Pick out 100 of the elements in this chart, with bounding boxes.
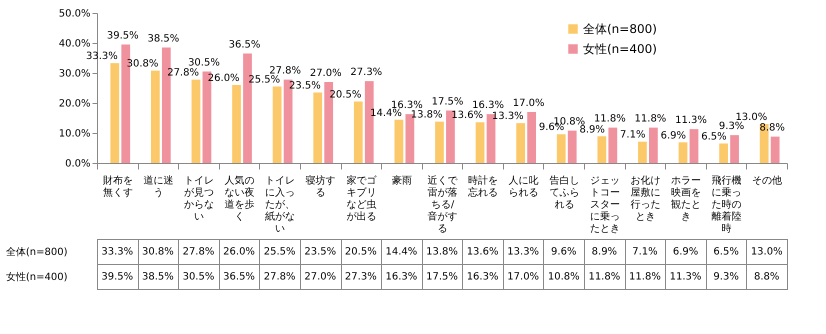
y-tick-label: 0.0% <box>65 158 90 170</box>
bar <box>150 70 160 163</box>
bar <box>272 86 282 163</box>
text: 30.5% <box>188 58 220 68</box>
y-tick-label: 50.0% <box>58 8 90 20</box>
bar <box>516 123 526 163</box>
text: 27.3% <box>350 67 382 78</box>
x-tick-label: 告白してふられる <box>549 174 580 210</box>
data-label: 20.5% <box>344 246 377 258</box>
data-label: 27.0% <box>304 272 336 282</box>
text: 39.5% <box>106 30 139 42</box>
text: 33.3% <box>86 51 118 62</box>
data-label: 33.3% <box>101 246 134 258</box>
text: 11.8% <box>634 114 666 125</box>
data-label: 6.5% <box>713 246 739 258</box>
text: 8.9% <box>579 124 605 136</box>
x-tick-label: トイレに入ったが、紙がない <box>265 176 296 234</box>
bar <box>649 128 658 163</box>
data-label: 39.5% <box>101 272 134 282</box>
text: 6.9% <box>660 130 686 142</box>
text: 13.0% <box>735 112 768 123</box>
data-label: 16.3% <box>386 272 418 282</box>
text: 23.5% <box>288 80 321 92</box>
data-label: 17.5% <box>426 272 458 282</box>
x-tick-label: 財布を無くす <box>102 174 133 198</box>
text: 17.0% <box>512 98 545 109</box>
data-label: 14.4% <box>386 246 418 258</box>
text: 9.6% <box>538 122 564 134</box>
text: 11.8% <box>594 114 626 125</box>
bar <box>690 129 698 163</box>
data-label: 25.5% <box>264 246 296 258</box>
data-label: 9.6% <box>551 246 576 258</box>
text: 13.8% <box>410 110 443 121</box>
x-tick-label: お化け屋敷に行ったとき <box>630 174 660 222</box>
bar <box>770 136 780 163</box>
data-label: 26.0% <box>223 246 255 258</box>
bar <box>608 128 618 163</box>
text: 26.0% <box>208 73 240 84</box>
data-label: 30.5% <box>182 272 214 282</box>
x-tick-label: その他 <box>752 174 782 186</box>
bar <box>354 102 363 163</box>
bar <box>394 120 404 163</box>
x-tick-label: ホラー映画を観たとき <box>671 176 702 222</box>
x-tick-label: 家でゴキブリなど虫が出る <box>346 174 378 222</box>
text: 27.0% <box>310 68 342 79</box>
data-label: 6.9% <box>672 246 698 258</box>
x-tick-label: 豪雨 <box>392 174 412 186</box>
data-label: 13.8% <box>426 246 458 258</box>
text: 27.8% <box>167 68 199 79</box>
text: 13.3% <box>492 111 524 122</box>
data-label: 8.9% <box>592 246 618 258</box>
bar <box>568 130 577 163</box>
data-label: 7.1% <box>632 246 658 258</box>
data-label: 36.5% <box>223 272 255 282</box>
data-label: 23.5% <box>304 246 336 258</box>
x-tick-label: 人に叱られる <box>508 174 539 198</box>
data-label: 13.3% <box>507 246 540 258</box>
data-label: 11.8% <box>588 272 620 282</box>
data-label: 9.3% <box>713 272 739 282</box>
x-tick-label: ジェットコースターに乗ったとき <box>590 176 620 234</box>
data-label: 8.8% <box>754 272 780 282</box>
text: 38.5% <box>147 34 180 44</box>
text: 20.5% <box>330 90 362 100</box>
bar <box>678 142 688 163</box>
bar <box>110 63 120 163</box>
text: 11.3% <box>675 115 707 126</box>
data-label: 27.8% <box>182 246 214 258</box>
data-label: 38.5% <box>142 272 174 282</box>
x-tick-label: 道に迷う <box>143 174 174 198</box>
bar <box>192 80 200 163</box>
data-label: 13.0% <box>750 246 783 258</box>
y-tick-label: 40.0% <box>58 38 90 50</box>
text: 36.5% <box>228 40 260 50</box>
text: 30.8% <box>126 58 158 70</box>
x-tick-label: 飛行機に乗った時の離着陸時 <box>712 174 742 234</box>
bar <box>232 85 241 163</box>
bar <box>638 142 647 163</box>
x-tick-label: 時計を忘れる <box>468 174 498 198</box>
text: 13.6% <box>451 110 484 122</box>
data-label: 27.8% <box>264 272 296 282</box>
data-label: 10.8% <box>548 272 580 282</box>
text: 9.3% <box>718 121 744 132</box>
data-label: 30.8% <box>142 246 174 258</box>
x-tick-label: トイレが見つからない <box>184 176 214 222</box>
data-label: 17.0% <box>507 272 540 282</box>
bar <box>476 122 484 163</box>
data-label: 27.3% <box>344 272 377 282</box>
text: 16.3% <box>472 100 504 112</box>
x-tick-label: 人気のない夜道を歩く <box>224 176 255 222</box>
y-tick-label: 10.0% <box>58 128 90 140</box>
legend-label: 全体(n=800) <box>583 22 657 36</box>
text: 25.5% <box>248 74 280 86</box>
data-label: 16.3% <box>466 272 498 282</box>
text: 女性(n=400) <box>6 272 68 283</box>
text: 17.5% <box>432 96 464 108</box>
data-label: 13.6% <box>466 246 498 258</box>
data-label: 11.8% <box>629 272 661 282</box>
text: 全体(n=800) <box>6 247 68 258</box>
y-tick-label: 30.0% <box>58 68 90 80</box>
bar <box>527 112 536 163</box>
